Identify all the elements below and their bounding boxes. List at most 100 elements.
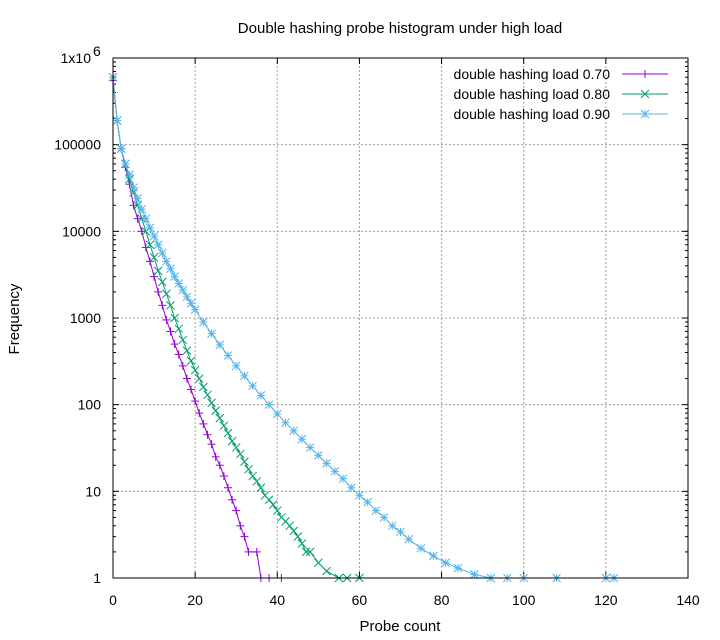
series-line (112, 77, 360, 579)
data-point (293, 532, 303, 542)
data-point (228, 495, 237, 504)
data-point (153, 240, 163, 250)
data-point (133, 214, 142, 223)
data-point (125, 170, 134, 180)
x-tick-label: 20 (187, 592, 203, 608)
data-point (429, 551, 438, 561)
data-point (203, 390, 212, 400)
data-point (187, 385, 196, 394)
data-point (162, 257, 171, 266)
data-point (416, 543, 426, 553)
data-point (231, 443, 241, 452)
data-point (150, 272, 159, 281)
data-point (145, 257, 154, 266)
series-1 (109, 76, 286, 582)
data-point (252, 547, 261, 556)
data-point (301, 547, 311, 557)
data-point (272, 409, 282, 419)
data-point (149, 231, 159, 241)
data-point (207, 398, 216, 408)
data-point (227, 436, 237, 446)
data-point (640, 109, 650, 119)
data-point (194, 374, 204, 383)
data-point (264, 495, 274, 505)
x-tick-label: 0 (109, 592, 117, 608)
data-point (145, 223, 155, 233)
data-point (224, 483, 232, 492)
data-point (178, 335, 188, 345)
data-point (453, 563, 463, 573)
series-layer (108, 72, 619, 583)
data-point (396, 527, 405, 537)
data-point (145, 240, 155, 250)
data-point (289, 526, 299, 536)
data-point (166, 264, 175, 274)
data-point (305, 443, 315, 452)
data-point (244, 547, 253, 556)
data-point (363, 497, 372, 507)
data-point (314, 451, 323, 460)
data-point (219, 472, 228, 481)
x-axis-label: Probe count (360, 618, 442, 635)
data-point (470, 570, 479, 579)
data-point (207, 329, 216, 338)
data-point (170, 340, 179, 349)
data-point (371, 506, 381, 515)
data-point (232, 506, 241, 515)
data-point (314, 558, 323, 568)
data-point (120, 159, 130, 169)
data-point (215, 340, 225, 350)
data-point (174, 279, 184, 288)
data-point (211, 452, 220, 461)
data-point (141, 214, 151, 224)
y-tick-label: 10 (85, 483, 101, 499)
data-point (154, 287, 163, 296)
data-point (133, 194, 142, 203)
data-point (211, 406, 221, 416)
data-point (170, 272, 179, 282)
data-point (264, 400, 274, 410)
data-point (285, 521, 294, 531)
data-point (199, 317, 208, 327)
data-point (281, 418, 290, 428)
data-point (322, 459, 331, 468)
series-3 (108, 72, 619, 583)
y-tick-label: 1 (93, 570, 101, 586)
y-axis-ticks: 1 10 100 1000 10000 100000 1x10 6 (54, 43, 688, 586)
y-tick-exponent: 6 (93, 43, 101, 59)
data-point (157, 277, 167, 287)
data-point (297, 434, 307, 444)
data-point (190, 305, 200, 314)
legend: double hashing load 0.70 double hashing l… (454, 66, 668, 122)
data-point (149, 253, 159, 262)
legend-label: double hashing load 0.90 (454, 106, 611, 122)
y-tick-label-top: 1x10 (61, 50, 92, 66)
data-point (346, 483, 356, 493)
data-point (248, 381, 257, 391)
data-point (289, 426, 299, 436)
data-point (157, 248, 167, 258)
data-point (235, 449, 245, 459)
data-point (207, 440, 216, 449)
data-point (252, 477, 262, 486)
y-tick-label: 1000 (70, 310, 101, 326)
data-point (244, 464, 253, 474)
data-point (330, 467, 340, 476)
data-point (215, 461, 224, 470)
data-point (441, 558, 451, 568)
data-point (170, 313, 179, 323)
data-point (137, 227, 146, 236)
chart-title: Double hashing probe histogram under hig… (238, 20, 562, 37)
data-point (236, 521, 245, 530)
x-tick-label: 100 (512, 592, 536, 608)
data-point (640, 89, 650, 99)
data-point (240, 371, 249, 381)
data-point (166, 327, 175, 336)
data-point (182, 346, 192, 356)
series-2 (108, 72, 364, 583)
series-line (112, 77, 615, 579)
y-tick-label: 100000 (54, 137, 101, 153)
data-point (112, 116, 122, 125)
data-point (137, 204, 147, 214)
data-point (166, 300, 175, 310)
